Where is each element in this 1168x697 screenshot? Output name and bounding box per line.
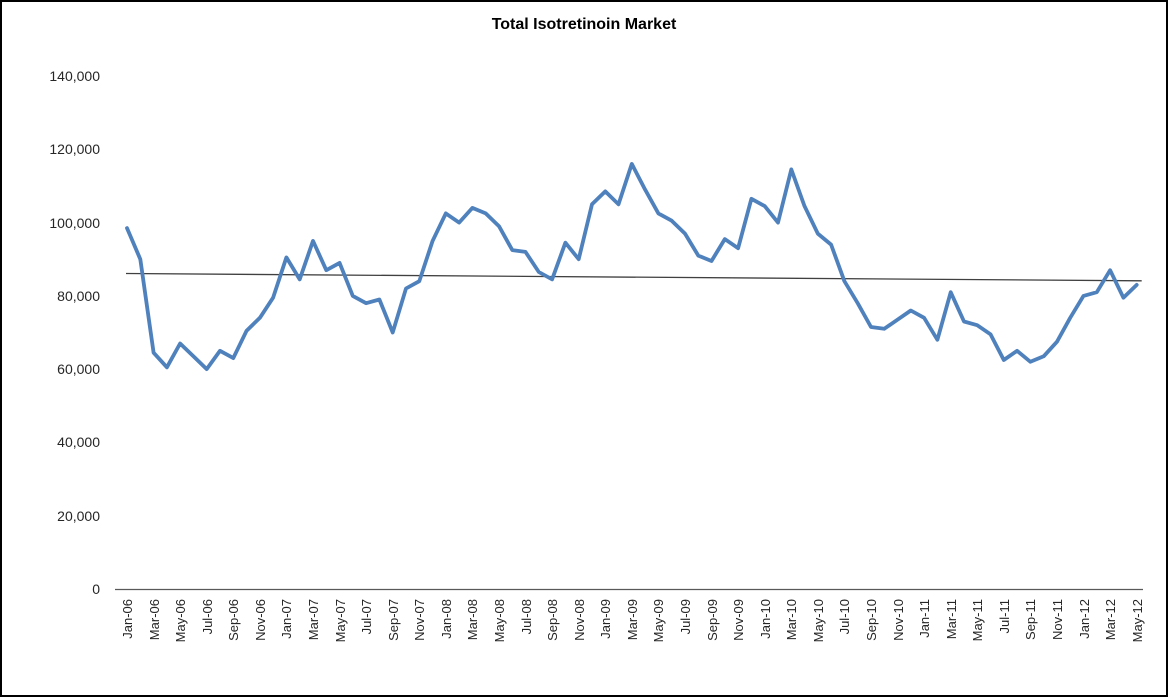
x-tick-label: Nov-10 (891, 599, 906, 641)
x-tick-label: Nov-08 (572, 599, 587, 641)
x-tick-label: Jul-09 (678, 599, 693, 635)
x-tick-label: Sep-07 (386, 599, 401, 641)
x-tick-label: Nov-09 (731, 599, 746, 641)
x-tick-label: Mar-07 (306, 599, 321, 641)
x-tick-label: Nov-07 (412, 599, 427, 641)
x-tick-label: Sep-10 (864, 599, 879, 641)
x-tick-label: Jul-08 (519, 599, 534, 635)
y-tick-label: 120,000 (49, 141, 100, 157)
y-tick-label: 100,000 (49, 215, 100, 231)
x-tick-label: Jul-10 (837, 599, 852, 635)
y-tick-label: 20,000 (57, 508, 100, 524)
x-tick-label: Jul-11 (997, 599, 1012, 634)
x-tick-label: Sep-06 (226, 599, 241, 641)
series-line (125, 161, 1139, 372)
y-tick-label: 80,000 (57, 288, 100, 304)
x-tick-label: Jan-11 (917, 599, 932, 638)
x-tick-label: May-08 (492, 599, 507, 643)
x-tick-label: Jan-12 (1077, 599, 1092, 639)
x-tick-label: May-10 (811, 599, 826, 643)
x-tick-label: Jan-06 (120, 599, 135, 639)
x-tick-label: Jan-07 (279, 599, 294, 639)
x-tick-label: Mar-09 (625, 599, 640, 641)
x-tick-label: Jan-08 (439, 599, 454, 639)
x-tick-label: Sep-11 (1023, 599, 1038, 640)
x-tick-label: Sep-08 (545, 599, 560, 641)
x-tick-label: Mar-10 (784, 599, 799, 641)
x-tick-label: Nov-06 (253, 599, 268, 641)
x-tick-label: Mar-12 (1103, 599, 1118, 641)
x-tick-label: Jul-06 (200, 599, 215, 635)
x-tick-label: May-07 (333, 599, 348, 643)
y-tick-label: 140,000 (49, 68, 100, 84)
x-tick-label: Sep-09 (705, 599, 720, 641)
chart-title: Total Isotretinoin Market (491, 16, 677, 33)
x-tick-label: Mar-06 (147, 599, 162, 641)
y-tick-label: 40,000 (57, 434, 100, 450)
x-tick-label: Mar-08 (465, 599, 480, 641)
x-tick-label: Nov-11 (1050, 599, 1065, 640)
x-tick-label: Jan-09 (598, 599, 613, 639)
x-tick-label: May-12 (1130, 599, 1145, 643)
y-tick-label: 0 (92, 581, 100, 597)
x-tick-label: Jan-10 (758, 599, 773, 639)
x-tick-label: May-09 (651, 599, 666, 643)
x-tick-label: Jul-07 (359, 599, 374, 635)
x-tick-label: Mar-11 (944, 599, 959, 640)
x-tick-label: May-11 (970, 599, 985, 642)
x-tick-label: May-06 (173, 599, 188, 643)
y-tick-label: 60,000 (57, 361, 100, 377)
